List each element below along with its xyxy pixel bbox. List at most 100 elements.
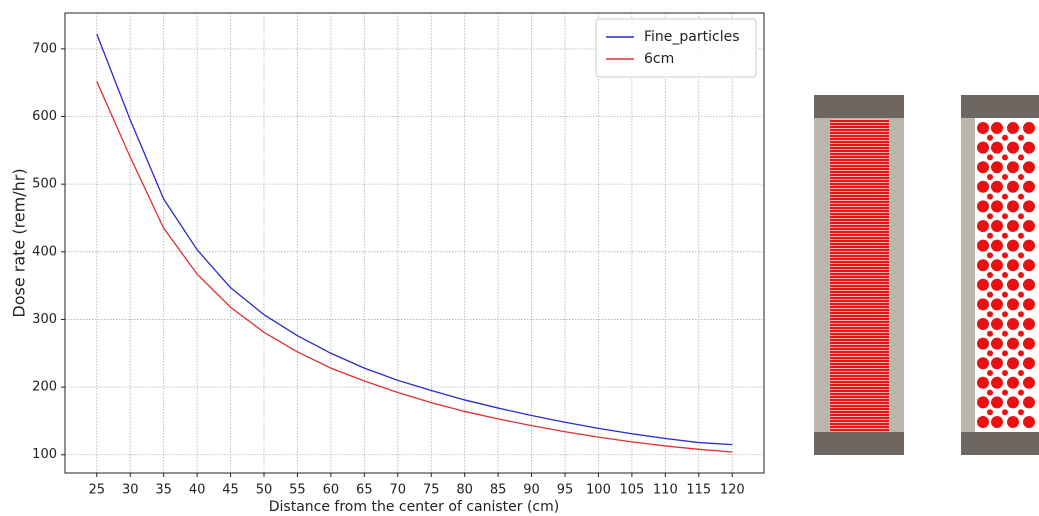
particle — [987, 232, 993, 239]
particle — [1023, 141, 1035, 154]
particle — [977, 278, 989, 291]
particle — [991, 357, 1003, 370]
particle — [987, 311, 993, 318]
particle — [1007, 278, 1019, 291]
particle — [1002, 330, 1008, 337]
particle — [1023, 298, 1035, 311]
particle — [1023, 396, 1035, 409]
x-tick-label: 65 — [356, 483, 373, 498]
particle — [1002, 272, 1008, 278]
x-tick-label: 70 — [390, 483, 407, 498]
particle — [1007, 396, 1019, 409]
particle — [977, 161, 989, 174]
series-line — [96, 81, 733, 453]
particle — [1023, 259, 1035, 272]
x-tick-label: 80 — [456, 483, 473, 498]
particle — [1018, 291, 1024, 298]
y-tick-label: 100 — [32, 447, 57, 462]
particle — [1018, 330, 1024, 337]
y-tick-label: 700 — [32, 41, 57, 56]
particle — [991, 122, 1003, 134]
particle — [987, 272, 993, 278]
canister-coarse — [961, 95, 1039, 455]
particle — [987, 291, 993, 298]
particle — [991, 298, 1003, 311]
plot-area: 25 30 35 40 45 50 55 60 65 70 75 80 85 90 95 100 105 110 1… — [32, 12, 765, 498]
particle — [1007, 376, 1019, 389]
particle — [1002, 174, 1008, 180]
particle — [991, 396, 1003, 409]
particle — [1002, 193, 1008, 200]
x-tick-label: 25 — [88, 483, 105, 498]
particle — [1018, 350, 1024, 357]
x-tick-label: 105 — [619, 483, 644, 498]
particle — [1018, 370, 1024, 376]
particle — [1002, 232, 1008, 239]
x-tick-label: 120 — [720, 483, 745, 498]
particle — [1023, 180, 1035, 193]
particle — [977, 376, 989, 389]
x-tick-label: 35 — [155, 483, 172, 498]
y-tick-label: 400 — [32, 244, 57, 259]
particle — [1007, 259, 1019, 272]
particle — [991, 337, 1003, 350]
particle — [1002, 370, 1008, 376]
particle — [1023, 318, 1035, 330]
particle — [1002, 409, 1008, 416]
particle — [977, 239, 989, 252]
particle — [1018, 193, 1024, 200]
particle — [977, 337, 989, 350]
x-tick-label: 100 — [586, 483, 611, 498]
x-tick-label: 60 — [323, 483, 340, 498]
particle — [1007, 318, 1019, 330]
particle — [991, 161, 1003, 174]
particle — [991, 200, 1003, 213]
particle — [987, 174, 993, 180]
particle — [987, 330, 993, 337]
legend-box — [595, 18, 757, 78]
particle — [1018, 409, 1024, 416]
particle — [987, 193, 993, 200]
particle — [1002, 213, 1008, 220]
x-axis-label: Distance from the center of canister (cm… — [269, 499, 559, 515]
particle — [1007, 200, 1019, 213]
canister-base — [814, 432, 904, 455]
particle — [987, 213, 993, 220]
x-tick-label: 40 — [189, 483, 206, 498]
particle — [977, 357, 989, 370]
particle — [991, 416, 1003, 428]
x-tick-label: 90 — [523, 483, 540, 498]
canister-lid — [961, 95, 1039, 118]
particle — [1007, 239, 1019, 252]
particle — [1002, 311, 1008, 318]
y-tick-label: 300 — [32, 312, 57, 327]
x-tick-label: 50 — [256, 483, 273, 498]
particle — [991, 141, 1003, 154]
particle — [1023, 357, 1035, 370]
particle — [1002, 252, 1008, 259]
y-tick-label: 500 — [32, 177, 57, 192]
particle — [1018, 272, 1024, 278]
particle — [1018, 252, 1024, 259]
particle — [1007, 141, 1019, 154]
y-tick-label: 600 — [32, 109, 57, 124]
particle — [1023, 161, 1035, 174]
y-tick-label: 200 — [32, 380, 57, 395]
particle — [987, 154, 993, 161]
particle — [977, 122, 989, 134]
particle — [977, 180, 989, 193]
particle — [991, 239, 1003, 252]
particle — [1007, 122, 1019, 134]
particle — [1007, 220, 1019, 232]
canister-fine — [814, 95, 904, 455]
particle — [1002, 389, 1008, 396]
particle — [977, 220, 989, 232]
particle — [977, 200, 989, 213]
legend-label: Fine_particles — [644, 29, 740, 45]
x-tick-label: 45 — [222, 483, 239, 498]
particle — [1002, 291, 1008, 298]
particle — [1023, 122, 1035, 134]
particle — [991, 278, 1003, 291]
x-tick-label: 75 — [423, 483, 440, 498]
